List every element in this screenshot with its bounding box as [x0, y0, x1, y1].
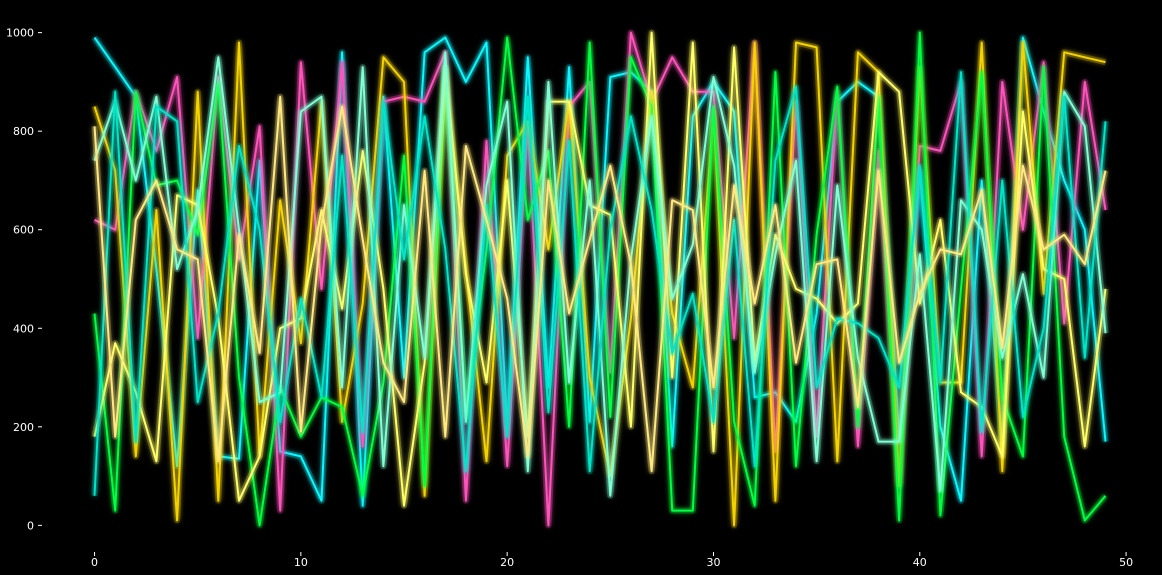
- x-tick-label: 50: [1119, 556, 1133, 569]
- series-line-7: [93, 71, 1107, 496]
- x-tick-label: 10: [294, 556, 308, 569]
- x-tick-label: 20: [500, 556, 514, 569]
- x-tick-label: 40: [913, 556, 927, 569]
- series-line-8: [93, 95, 1107, 473]
- y-tick-label: 600: [13, 224, 34, 237]
- series-layer: [91, 29, 1109, 529]
- series-line-3: [93, 41, 1106, 527]
- y-tick-label: 800: [13, 125, 34, 138]
- y-tick-label: 1000: [6, 27, 34, 40]
- y-tick-label: 400: [13, 322, 34, 335]
- y-tick-label: 0: [27, 519, 34, 532]
- x-tick-label: 30: [706, 556, 720, 569]
- x-axis: 0 10 20 30 40 50: [91, 552, 1133, 569]
- x-tick-label: 0: [91, 556, 98, 569]
- series-line-4: [93, 31, 1107, 527]
- y-tick-label: 200: [13, 421, 34, 434]
- series-line-6: [93, 51, 1107, 497]
- series-line-5: [93, 31, 1107, 507]
- series-line-1: [93, 36, 1107, 507]
- y-axis: 0 200 400 600 800 1000: [6, 27, 42, 532]
